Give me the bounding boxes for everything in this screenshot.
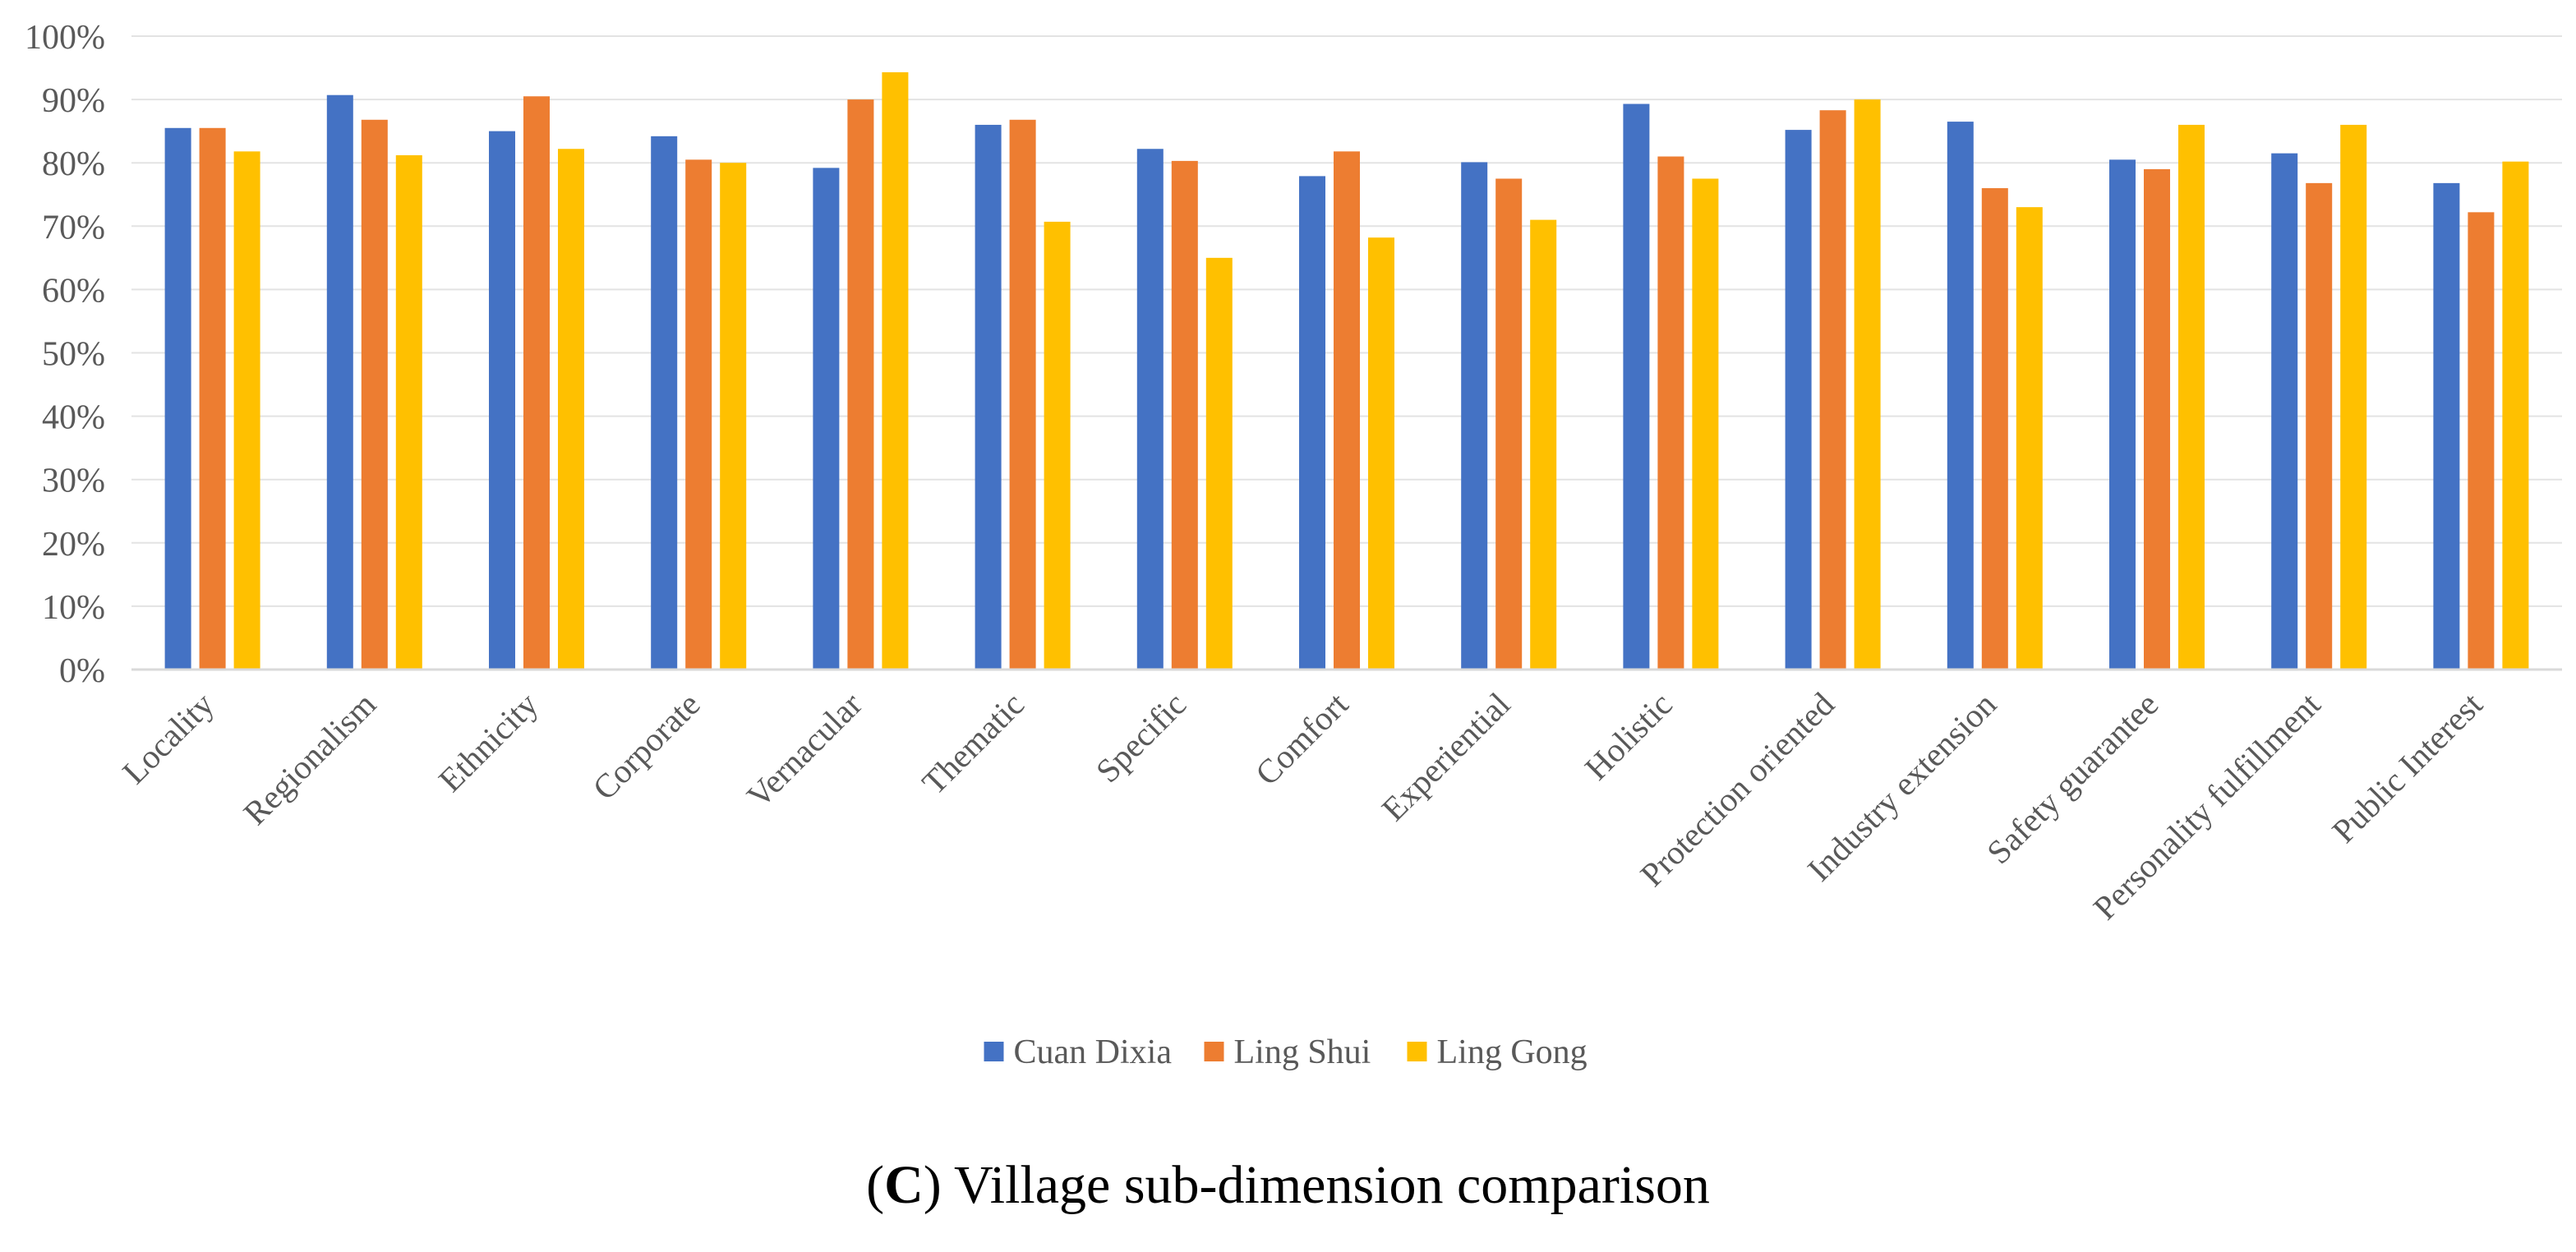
bar (1368, 237, 1394, 670)
bar (2271, 153, 2298, 670)
legend-swatch (984, 1042, 1004, 1061)
category-label: Experiential (1374, 685, 1517, 828)
bar (2502, 161, 2529, 670)
bar (720, 163, 747, 670)
x-axis-category-labels: Locality Regionalism Ethnicity Corporate Ver… (115, 684, 2490, 927)
bar (1947, 122, 1974, 670)
caption-open-paren: ( (866, 1155, 885, 1215)
bar (523, 96, 550, 670)
bar (1136, 149, 1164, 670)
caption-text: Village sub-dimension comparison (941, 1155, 1710, 1215)
bar (395, 154, 422, 670)
bar (2016, 207, 2043, 670)
bar (361, 119, 388, 670)
bar (2340, 124, 2367, 670)
bar (2306, 182, 2333, 670)
bar (1009, 119, 1036, 670)
category-label: Ethnicity (431, 684, 546, 799)
legend-swatch (1204, 1042, 1224, 1061)
category-label: Thematic (915, 685, 1031, 802)
category-label: Comfort (1248, 684, 1356, 792)
bar (164, 127, 191, 670)
y-tick-label: 80% (42, 145, 105, 183)
bar (1299, 176, 1325, 670)
bar (651, 136, 678, 670)
bar (326, 94, 353, 670)
bar (1692, 178, 1719, 670)
bar (1530, 219, 1557, 670)
bar (685, 159, 712, 670)
bar (1854, 99, 1881, 670)
bar (1461, 162, 1488, 670)
legend-label: Cuan Dixia (1014, 1033, 1173, 1071)
category-label: Specific (1089, 685, 1194, 790)
bar (1171, 160, 1198, 670)
bar (489, 131, 515, 670)
bar (1495, 178, 1523, 670)
category-label: Regionalism (236, 685, 383, 832)
bars (164, 71, 2529, 670)
category-label: Vernacular (740, 685, 869, 815)
category-label: Holistic (1577, 685, 1679, 787)
bar (2144, 168, 2170, 670)
legend-label: Ling Gong (1437, 1033, 1588, 1071)
y-tick-label: 50% (42, 336, 105, 374)
category-label: Corporate (585, 685, 707, 807)
bar (1205, 257, 1233, 670)
y-tick-label: 20% (42, 526, 105, 564)
bar (847, 99, 874, 670)
bar (1785, 130, 1812, 670)
category-label: Safety guarantee (1979, 685, 2166, 872)
bar (1819, 110, 1846, 670)
y-tick-label: 100% (25, 19, 105, 57)
bar (882, 71, 909, 670)
y-tick-label: 0% (59, 652, 105, 690)
bar (813, 168, 840, 670)
bar-chart: 0% 10% 20% 30% 40% 50% 60% 70% 80% 90% 100% Locali… (25, 19, 2562, 1071)
bar (2468, 212, 2495, 670)
category-label: Locality (115, 684, 221, 790)
bar (199, 127, 226, 670)
bar (1044, 221, 1071, 670)
y-tick-label: 40% (42, 399, 105, 437)
y-axis-tick-labels: 0% 10% 20% 30% 40% 50% 60% 70% 80% 90% 100% (25, 19, 105, 690)
caption-panel-letter: C (884, 1155, 924, 1215)
legend-label: Ling Shui (1234, 1033, 1371, 1071)
y-tick-label: 10% (42, 589, 105, 627)
y-tick-label: 70% (42, 209, 105, 246)
y-tick-label: 60% (42, 272, 105, 310)
figure-caption: (C) Village sub-dimension comparison (0, 1154, 2576, 1217)
y-tick-label: 30% (42, 463, 105, 500)
legend-swatch (1407, 1042, 1427, 1061)
bar (2178, 124, 2205, 670)
caption-close-paren: ) (923, 1155, 942, 1215)
category-label: Public Interest (2325, 684, 2490, 849)
legend: Cuan Dixia Ling Shui Ling Gong (984, 1033, 1588, 1071)
bar (2109, 159, 2136, 670)
bar (1623, 104, 1650, 670)
bar (233, 151, 260, 670)
y-tick-label: 90% (42, 82, 105, 120)
bar (1657, 156, 1684, 670)
bar (1981, 188, 2008, 670)
bar (2433, 182, 2460, 670)
bar (1334, 151, 1360, 670)
bar (975, 124, 1002, 670)
bar (558, 149, 584, 670)
